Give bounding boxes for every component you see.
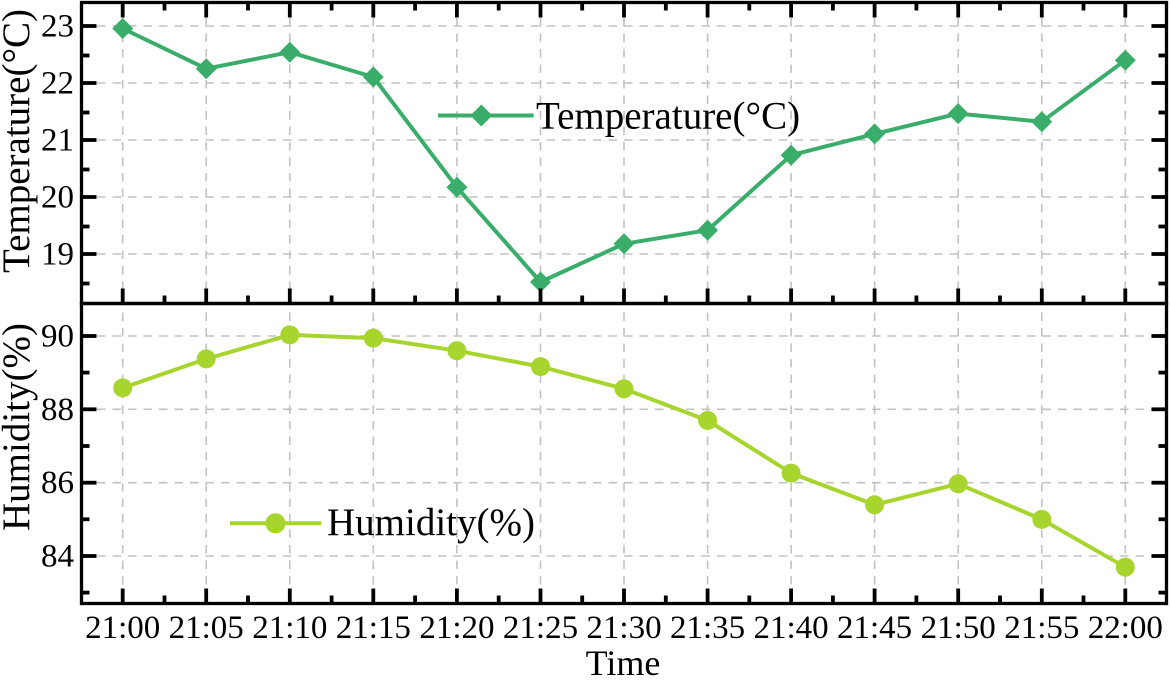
svg-text:21:20: 21:20 (419, 610, 494, 646)
svg-text:88: 88 (41, 392, 74, 428)
svg-text:Time: Time (586, 643, 661, 678)
svg-text:22:00: 22:00 (1088, 610, 1163, 646)
svg-text:19: 19 (41, 237, 74, 273)
svg-text:21:35: 21:35 (670, 610, 745, 646)
svg-text:Temperature(°C): Temperature(°C) (536, 95, 800, 138)
svg-text:Humidity(%): Humidity(%) (327, 501, 535, 544)
svg-text:Temperature(°C): Temperature(°C) (0, 9, 38, 273)
svg-text:86: 86 (41, 465, 74, 501)
svg-text:Humidity(%): Humidity(%) (0, 323, 38, 531)
svg-text:20: 20 (41, 180, 74, 216)
svg-text:21:00: 21:00 (85, 610, 160, 646)
svg-text:90: 90 (41, 319, 74, 355)
svg-text:21:15: 21:15 (336, 610, 411, 646)
svg-text:84: 84 (41, 539, 74, 575)
svg-text:21:50: 21:50 (921, 610, 996, 646)
svg-text:21:05: 21:05 (169, 610, 244, 646)
svg-text:21: 21 (41, 123, 74, 159)
svg-text:21:25: 21:25 (503, 610, 578, 646)
svg-text:23: 23 (41, 9, 74, 45)
svg-text:21:40: 21:40 (754, 610, 829, 646)
svg-text:21:55: 21:55 (1004, 610, 1079, 646)
svg-text:21:10: 21:10 (252, 610, 327, 646)
svg-text:21:45: 21:45 (837, 610, 912, 646)
svg-text:21:30: 21:30 (586, 610, 661, 646)
svg-text:22: 22 (41, 66, 74, 102)
